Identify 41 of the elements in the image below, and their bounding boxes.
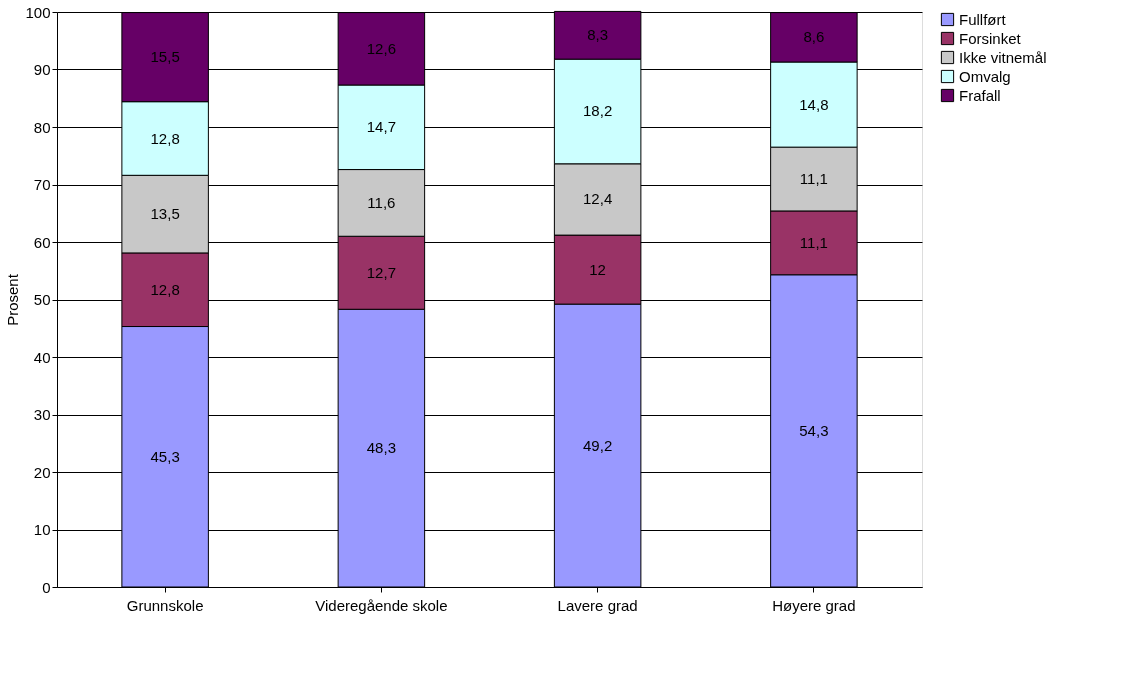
data-label: 13,5 (150, 205, 180, 223)
data-label: 18,2 (583, 102, 613, 120)
data-label: 48,3 (366, 439, 396, 457)
data-label: 45,3 (150, 447, 180, 465)
y-tick-label: 20 (33, 463, 51, 481)
x-tick-label: Videregående skole (315, 596, 448, 614)
y-axis-title: Prosent (4, 273, 22, 326)
y-tick-label: 40 (33, 348, 51, 366)
data-label: 12,8 (150, 280, 180, 298)
data-label: 8,3 (587, 26, 609, 44)
y-tick-label: 50 (33, 291, 51, 308)
y-tick-label: 100 (25, 3, 51, 21)
y-tick-label: 70 (33, 176, 51, 193)
legend-label: Frafall (959, 86, 1001, 104)
legend-label: Ikke vitnemål (959, 48, 1047, 66)
y-tick-label: 0 (42, 578, 51, 596)
x-tick-label: Høyere grad (772, 596, 856, 614)
legend-label: Fullført (959, 10, 1007, 28)
data-label: 14,7 (366, 118, 396, 136)
y-tick-label: 60 (33, 233, 51, 251)
data-label: 11,1 (799, 170, 828, 188)
y-tick-label: 30 (33, 406, 51, 423)
data-label: 8,6 (803, 28, 825, 46)
data-label: 12,8 (150, 129, 180, 147)
data-label: 14,8 (799, 95, 829, 113)
data-label: 11,6 (367, 193, 396, 211)
data-label: 12 (589, 260, 606, 278)
data-label: 12,7 (366, 263, 396, 281)
y-tick-label: 90 (33, 61, 51, 78)
data-label: 12,4 (583, 190, 613, 208)
legend-label: Omvalg (959, 67, 1011, 85)
x-tick-label: Lavere grad (557, 596, 638, 614)
legend-label: Forsinket (959, 29, 1022, 47)
x-tick-label: Grunnskole (126, 596, 204, 614)
data-label: 15,5 (150, 48, 180, 66)
data-label: 54,3 (799, 421, 829, 439)
y-tick-label: 10 (33, 521, 51, 538)
data-label: 11,1 (799, 233, 828, 251)
y-tick-label: 80 (33, 118, 51, 136)
data-label: 12,6 (366, 39, 396, 57)
data-label: 49,2 (583, 436, 613, 454)
